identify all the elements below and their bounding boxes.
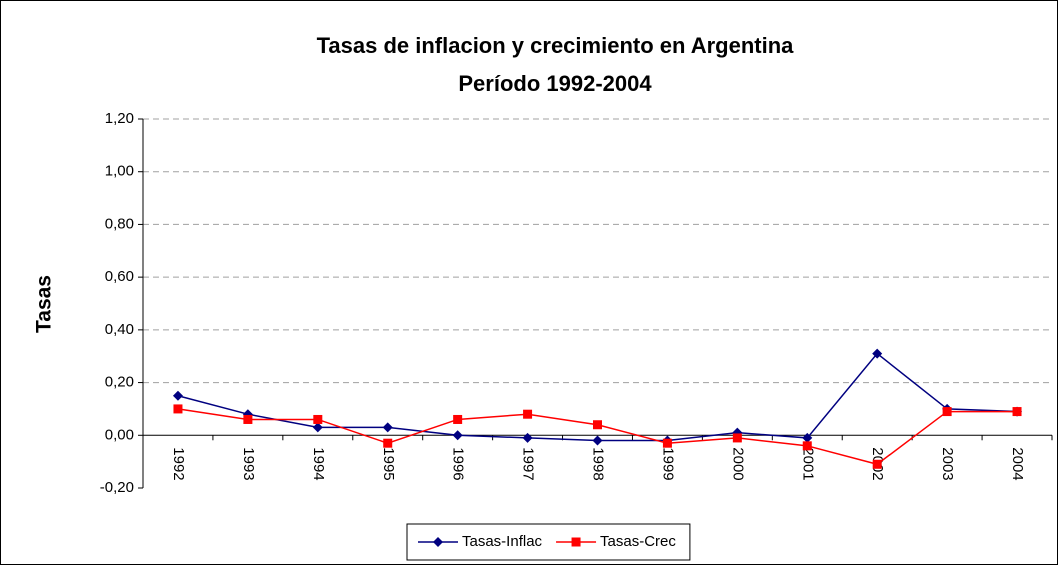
marker	[1012, 407, 1022, 417]
marker	[312, 422, 323, 433]
marker	[593, 420, 602, 430]
y-tick-label: 1,20	[105, 110, 134, 127]
x-tick-label: 1994	[310, 447, 327, 480]
y-tick-label: 0,40	[105, 321, 134, 338]
marker	[802, 432, 813, 443]
marker	[592, 435, 603, 446]
marker	[522, 432, 533, 443]
chart-title: Tasas de inflacion y crecimiento en Arge…	[317, 33, 795, 58]
marker	[452, 430, 463, 441]
x-tick-label: 2000	[729, 447, 746, 480]
marker	[433, 537, 443, 547]
marker	[732, 433, 742, 443]
x-tick-label: 1992	[170, 447, 187, 480]
y-tick-label: -0,20	[100, 479, 134, 496]
marker	[523, 409, 533, 419]
x-tick-label: 2004	[1009, 447, 1026, 480]
x-tick-label: 1999	[659, 447, 676, 480]
y-tick-label: 0,00	[105, 426, 134, 443]
marker	[662, 438, 672, 448]
x-tick-label: 1996	[450, 447, 467, 480]
marker	[571, 537, 581, 547]
y-axis-label: Tasas	[33, 275, 56, 333]
x-tick-label: 2003	[939, 447, 956, 480]
x-tick-label: 1997	[520, 447, 537, 480]
marker	[872, 348, 883, 359]
y-tick-label: 1,00	[105, 163, 134, 180]
legend: Tasas-Inflac Tasas-Crec	[406, 523, 691, 561]
marker	[243, 414, 253, 424]
y-tick-label: 0,20	[105, 374, 134, 391]
marker	[313, 414, 323, 424]
y-tick-label: 0,80	[105, 215, 134, 232]
chart-subtitle: Período 1992-2004	[458, 71, 652, 96]
marker	[453, 414, 463, 424]
marker	[383, 438, 393, 448]
marker	[172, 390, 183, 401]
marker	[173, 404, 183, 414]
marker	[382, 422, 393, 433]
x-tick-label: 1998	[590, 447, 607, 480]
marker	[872, 459, 882, 469]
legend-label: Tasas-Crec	[600, 533, 676, 550]
marker	[802, 441, 812, 451]
x-tick-label: 1993	[240, 447, 257, 480]
marker	[942, 407, 952, 417]
x-tick-label: 1995	[380, 447, 397, 480]
legend-label: Tasas-Inflac	[462, 533, 543, 550]
y-tick-label: 0,60	[105, 268, 134, 285]
x-tick-label: 2001	[799, 447, 816, 480]
